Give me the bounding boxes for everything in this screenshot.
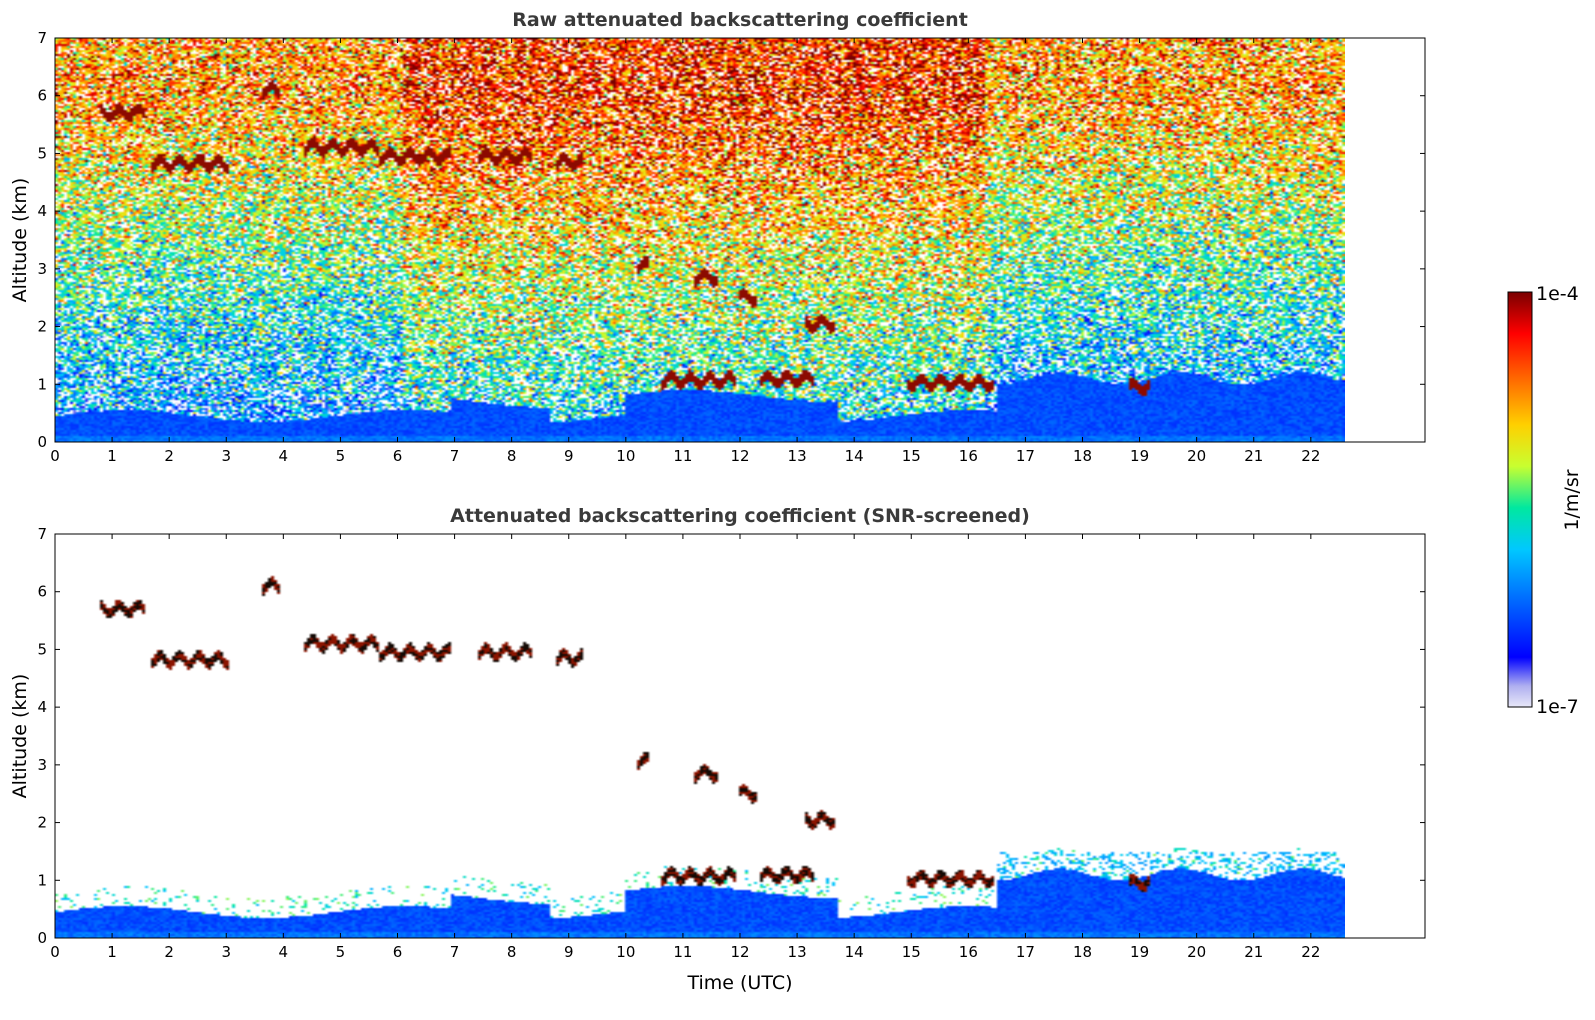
x-tick-label: 11 [673, 447, 692, 465]
x-tick-label: 19 [1130, 447, 1149, 465]
x-tick-label: 5 [336, 447, 346, 465]
x-tick-label: 9 [564, 447, 574, 465]
x-tick-label: 4 [279, 447, 289, 465]
x-tick-label: 22 [1301, 943, 1320, 961]
y-tick-label: 1 [37, 871, 47, 889]
x-tick-label: 1 [107, 447, 117, 465]
screened-panel-x-ticks: 0 1 2 3 4 5 6 7 8 9 10 11 12 13 14 15 16 17 18 19 20 21 22 [50, 534, 1320, 961]
raw-panel-x-ticks: 0 1 2 3 4 5 6 7 8 9 10 11 12 13 14 15 16 17 18 19 20 21 22 [50, 38, 1320, 465]
y-tick-label: 7 [37, 525, 47, 543]
x-tick-label: 0 [50, 943, 60, 961]
y-tick-label: 7 [37, 29, 47, 47]
colorbar-gradient [1507, 291, 1533, 708]
y-tick-label: 6 [37, 87, 47, 105]
x-tick-label: 2 [164, 447, 174, 465]
x-tick-label: 3 [221, 447, 231, 465]
colorbar-unit-label: 1/m/sr [1561, 469, 1583, 530]
x-tick-label: 8 [507, 447, 517, 465]
x-tick-label: 7 [450, 943, 460, 961]
x-tick-label: 10 [616, 943, 635, 961]
x-tick-label: 13 [788, 447, 807, 465]
raw-backscatter-panel: Raw attenuated backscattering coefficien… [9, 9, 1426, 465]
x-tick-label: 11 [673, 943, 692, 961]
x-tick-label: 18 [1073, 447, 1092, 465]
x-tick-label: 0 [50, 447, 60, 465]
y-tick-label: 4 [37, 202, 47, 220]
screened-backscatter-heatmap [55, 534, 1345, 938]
x-tick-label: 8 [507, 943, 517, 961]
x-tick-label: 6 [393, 943, 403, 961]
x-tick-label: 12 [730, 943, 749, 961]
y-tick-label: 5 [37, 640, 47, 658]
raw-backscatter-heatmap [55, 38, 1345, 442]
x-tick-label: 21 [1244, 447, 1263, 465]
colorbar-max-label: 1e-4 [1536, 283, 1579, 305]
colorbar: 1e-4 1e-7 1/m/sr [1507, 283, 1583, 718]
y-tick-label: 5 [37, 144, 47, 162]
y-tick-label: 6 [37, 583, 47, 601]
y-tick-label: 1 [37, 375, 47, 393]
colorbar-min-label: 1e-7 [1536, 696, 1579, 718]
y-tick-label: 3 [37, 260, 47, 278]
x-tick-label: 12 [730, 447, 749, 465]
x-tick-label: 22 [1301, 447, 1320, 465]
x-tick-label: 19 [1130, 943, 1149, 961]
x-tick-label: 20 [1187, 943, 1206, 961]
y-tick-label: 3 [37, 756, 47, 774]
screened-panel-title: Attenuated backscattering coefficient (S… [450, 505, 1030, 527]
screened-panel-y-axis-label: Altitude (km) [9, 674, 31, 799]
x-tick-label: 16 [959, 943, 978, 961]
x-tick-label: 5 [336, 943, 346, 961]
y-tick-label: 0 [37, 929, 47, 947]
screened-backscatter-panel: Attenuated backscattering coefficient (S… [9, 505, 1426, 994]
x-tick-label: 1 [107, 943, 117, 961]
y-tick-label: 2 [37, 318, 47, 336]
x-tick-label: 14 [845, 943, 864, 961]
x-tick-label: 16 [959, 447, 978, 465]
y-tick-label: 2 [37, 814, 47, 832]
x-tick-label: 6 [393, 447, 403, 465]
x-tick-label: 20 [1187, 447, 1206, 465]
x-tick-label: 21 [1244, 943, 1263, 961]
x-tick-label: 10 [616, 447, 635, 465]
x-tick-label: 13 [788, 943, 807, 961]
raw-panel-y-ticks: 0 1 2 3 4 5 6 7 [37, 29, 1425, 451]
screened-panel-y-ticks: 0 1 2 3 4 5 6 7 [37, 525, 1425, 947]
x-tick-label: 4 [279, 943, 289, 961]
y-tick-label: 4 [37, 698, 47, 716]
x-tick-label: 14 [845, 447, 864, 465]
x-tick-label: 7 [450, 447, 460, 465]
x-tick-label: 9 [564, 943, 574, 961]
y-tick-label: 0 [37, 433, 47, 451]
raw-panel-title: Raw attenuated backscattering coefficien… [512, 9, 968, 31]
x-tick-label: 17 [1016, 943, 1035, 961]
x-tick-label: 18 [1073, 943, 1092, 961]
x-tick-label: 17 [1016, 447, 1035, 465]
x-tick-label: 15 [902, 447, 921, 465]
x-tick-label: 3 [221, 943, 231, 961]
x-tick-label: 2 [164, 943, 174, 961]
raw-panel-y-axis-label: Altitude (km) [9, 178, 31, 303]
x-axis-label: Time (UTC) [686, 972, 792, 994]
x-tick-label: 15 [902, 943, 921, 961]
